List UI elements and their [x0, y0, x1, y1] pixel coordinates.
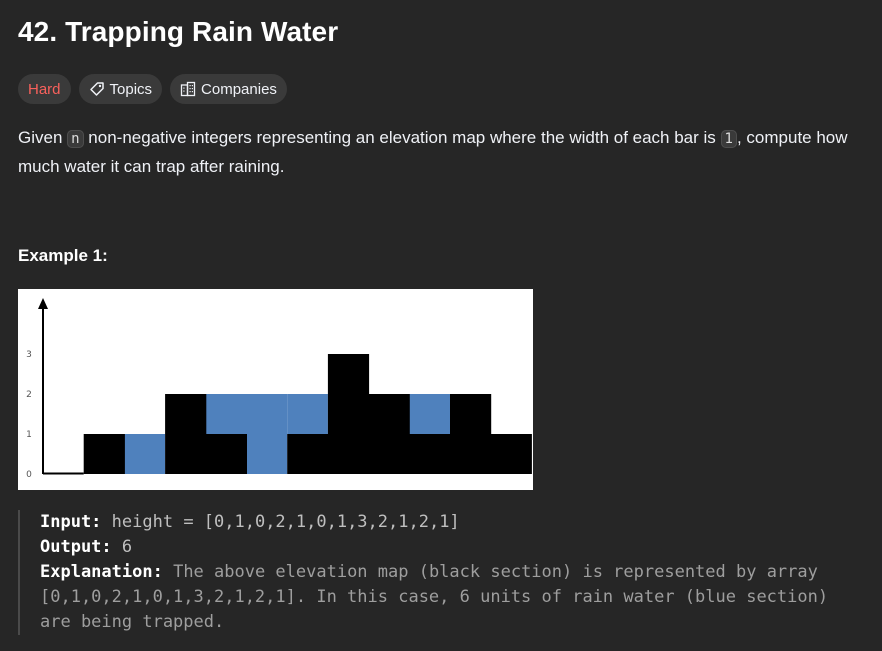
explanation-label: Explanation:	[40, 562, 163, 582]
description-text: , compute how much water it can trap aft…	[18, 128, 848, 176]
input-label: Input:	[40, 512, 102, 532]
example-explanation-line: Explanation: The above elevation map (bl…	[40, 560, 868, 635]
elevation-bar	[287, 434, 329, 474]
difficulty-badge: Hard	[18, 74, 71, 104]
topics-button[interactable]: Topics	[78, 74, 163, 104]
inline-code-1: 1	[720, 130, 737, 148]
building-icon	[180, 81, 196, 97]
y-tick-label: 3	[26, 350, 32, 360]
output-value: 6	[121, 537, 133, 557]
elevation-bar	[165, 394, 207, 474]
companies-label: Companies	[201, 80, 277, 98]
topics-label: Topics	[109, 80, 153, 98]
y-tick-label: 0	[26, 470, 32, 480]
elevation-map-figure: 0 1 2 3	[18, 289, 533, 490]
elevation-bar	[83, 434, 125, 474]
y-tick-label: 1	[26, 430, 32, 440]
elevation-bar	[450, 394, 492, 474]
input-value: height = [0,1,0,2,1,0,1,3,2,1,2,1]	[111, 512, 460, 532]
water-cell	[287, 394, 328, 434]
elevation-bar	[327, 354, 370, 474]
tag-row: Hard Topics	[18, 74, 287, 104]
explanation-text: The above elevation map (black section) …	[40, 562, 829, 632]
example-input-line: Input: height = [0,1,0,2,1,0,1,3,2,1,2,1…	[40, 510, 868, 535]
companies-button[interactable]: Companies	[170, 74, 287, 104]
elevation-bar	[205, 434, 247, 474]
elevation-bar	[409, 434, 451, 474]
elevation-bar	[490, 434, 532, 474]
water-cell	[409, 394, 450, 434]
problem-title[interactable]: 42. Trapping Rain Water	[18, 16, 339, 47]
elevation-chart: 0 1 2 3	[26, 298, 532, 480]
example-title: Example 1:	[18, 246, 108, 265]
water-cell	[124, 434, 166, 474]
description-text: non-negative integers representing an el…	[83, 128, 721, 147]
tag-icon	[89, 81, 105, 97]
inline-code-n: n	[67, 130, 84, 148]
y-axis-arrow	[38, 298, 48, 309]
problem-description: Given n non-negative integers representi…	[18, 124, 878, 180]
water-cell	[205, 394, 247, 434]
elevation-bar	[368, 394, 410, 474]
water-cell	[246, 394, 288, 474]
example-output-line: Output: 6	[40, 535, 868, 560]
description-text: Given	[18, 128, 68, 147]
example-block: Input: height = [0,1,0,2,1,0,1,3,2,1,2,1…	[18, 510, 868, 635]
output-label: Output:	[40, 537, 112, 557]
y-tick-label: 2	[26, 390, 32, 400]
